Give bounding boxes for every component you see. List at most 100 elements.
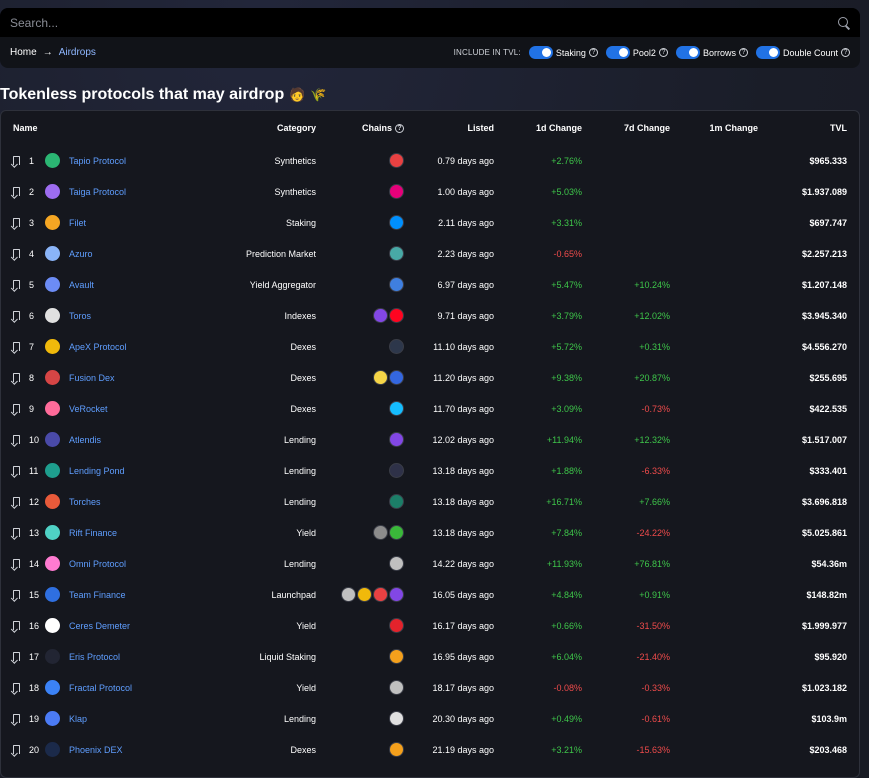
protocol-name-link[interactable]: Ceres Demeter xyxy=(69,620,131,631)
table-row[interactable]: 12 Torches Lending 13.18 days ago +16.71% +7.… xyxy=(1,486,859,517)
switch-icon[interactable] xyxy=(755,46,780,59)
help-icon[interactable]: ? xyxy=(738,48,748,57)
toggle-staking[interactable]: Staking ? xyxy=(528,46,598,59)
switch-icon[interactable] xyxy=(605,46,630,59)
bookmark-icon[interactable] xyxy=(13,187,20,196)
header-category[interactable]: Category xyxy=(276,123,316,133)
bookmark-icon[interactable] xyxy=(13,373,20,382)
chain-icon[interactable] xyxy=(389,587,404,602)
bookmark-icon[interactable] xyxy=(13,311,20,320)
chain-icon[interactable] xyxy=(389,184,404,199)
toggle-double-count[interactable]: Double Count ? xyxy=(755,46,850,59)
table-row[interactable]: 17 Eris Protocol Liquid Staking 16.95 days … xyxy=(1,641,859,672)
bookmark-icon[interactable] xyxy=(13,249,20,258)
protocol-name-link[interactable]: Torches xyxy=(69,496,101,507)
bookmark-icon[interactable] xyxy=(13,745,20,754)
table-row[interactable]: 14 Omni Protocol Lending 14.22 days ago +11.… xyxy=(1,548,859,579)
table-row[interactable]: 1 Tapio Protocol Synthetics 0.79 days ago +2… xyxy=(1,145,859,176)
bookmark-icon[interactable] xyxy=(13,466,20,475)
switch-icon[interactable] xyxy=(675,46,700,59)
header-7d-change[interactable]: 7d Change xyxy=(623,123,670,133)
protocol-name-link[interactable]: Lending Pond xyxy=(69,465,125,476)
table-row[interactable]: 6 Toros Indexes 9.71 days ago +3.79% +12.02% $… xyxy=(1,300,859,331)
protocol-name-link[interactable]: Toros xyxy=(69,310,92,321)
bookmark-icon[interactable] xyxy=(13,404,20,413)
protocol-name-link[interactable]: Team Finance xyxy=(69,589,126,600)
toggle-pool2[interactable]: Pool2 ? xyxy=(605,46,668,59)
chain-icon[interactable] xyxy=(389,215,404,230)
chain-icon[interactable] xyxy=(389,432,404,447)
protocol-name-link[interactable]: Atlendis xyxy=(69,434,102,445)
chain-icon[interactable] xyxy=(389,339,404,354)
bookmark-icon[interactable] xyxy=(13,156,20,165)
protocol-name-link[interactable]: Filet xyxy=(69,217,87,228)
chain-icon[interactable] xyxy=(389,308,404,323)
switch-icon[interactable] xyxy=(528,46,553,59)
bookmark-icon[interactable] xyxy=(13,497,20,506)
chain-icon[interactable] xyxy=(389,618,404,633)
protocol-name-link[interactable]: Tapio Protocol xyxy=(69,155,127,166)
bookmark-icon[interactable] xyxy=(13,652,20,661)
chain-icon[interactable] xyxy=(389,742,404,757)
header-name[interactable]: Name xyxy=(13,123,38,133)
table-row[interactable]: 19 Klap Lending 20.30 days ago +0.49% -0.61% $… xyxy=(1,703,859,734)
table-row[interactable]: 11 Lending Pond Lending 13.18 days ago +1.88… xyxy=(1,455,859,486)
protocol-name-link[interactable]: Omni Protocol xyxy=(69,558,127,569)
header-1m-change[interactable]: 1m Change xyxy=(709,123,758,133)
table-row[interactable]: 15 Team Finance Launchpad 16.05 days ago +4.… xyxy=(1,579,859,610)
help-icon[interactable]: ? xyxy=(395,123,404,133)
help-icon[interactable]: ? xyxy=(658,48,668,57)
help-icon[interactable]: ? xyxy=(588,48,598,57)
table-row[interactable]: 8 Fusion Dex Dexes 11.20 days ago +9.38% +20.… xyxy=(1,362,859,393)
protocol-name-link[interactable]: ApeX Protocol xyxy=(69,341,127,352)
protocol-name-link[interactable]: VeRocket xyxy=(69,403,108,414)
protocol-name-link[interactable]: Phoenix DEX xyxy=(69,744,123,755)
help-icon[interactable]: ? xyxy=(841,48,850,57)
chain-icon[interactable] xyxy=(389,246,404,261)
chain-icon[interactable] xyxy=(373,370,388,385)
toggle-borrows[interactable]: Borrows ? xyxy=(675,46,748,59)
header-chains[interactable]: Chains ? xyxy=(316,123,404,133)
bookmark-icon[interactable] xyxy=(13,342,20,351)
chain-icon[interactable] xyxy=(373,525,388,540)
table-row[interactable]: 4 Azuro Prediction Market 2.23 days ago -0.6… xyxy=(1,238,859,269)
table-row[interactable]: 10 Atlendis Lending 12.02 days ago +11.94% +1… xyxy=(1,424,859,455)
breadcrumb-home[interactable]: Home xyxy=(10,47,37,58)
search-input[interactable] xyxy=(10,15,766,30)
chain-icon[interactable] xyxy=(373,587,388,602)
bookmark-icon[interactable] xyxy=(13,528,20,537)
chain-icon[interactable] xyxy=(357,587,372,602)
table-row[interactable]: 3 Filet Staking 2.11 days ago +3.31% $697.747 xyxy=(1,207,859,238)
table-row[interactable]: 13 Rift Finance Yield 13.18 days ago +7.84% -… xyxy=(1,517,859,548)
table-row[interactable]: 18 Fractal Protocol Yield 18.17 days ago -0.… xyxy=(1,672,859,703)
bookmark-icon[interactable] xyxy=(13,218,20,227)
chain-icon[interactable] xyxy=(389,401,404,416)
bookmark-icon[interactable] xyxy=(13,280,20,289)
chain-icon[interactable] xyxy=(341,587,356,602)
header-1d-change[interactable]: 1d Change xyxy=(535,123,582,133)
chain-icon[interactable] xyxy=(389,711,404,726)
chain-icon[interactable] xyxy=(389,463,404,478)
protocol-name-link[interactable]: Klap xyxy=(69,713,88,724)
chain-icon[interactable] xyxy=(389,680,404,695)
protocol-name-link[interactable]: Fractal Protocol xyxy=(69,682,133,693)
chain-icon[interactable] xyxy=(389,370,404,385)
protocol-name-link[interactable]: Taiga Protocol xyxy=(69,186,127,197)
chain-icon[interactable] xyxy=(389,649,404,664)
breadcrumb-current[interactable]: Airdrops xyxy=(58,47,96,58)
header-listed[interactable]: Listed xyxy=(467,123,494,133)
protocol-name-link[interactable]: Eris Protocol xyxy=(69,651,121,662)
table-row[interactable]: 16 Ceres Demeter Yield 16.17 days ago +0.66%… xyxy=(1,610,859,641)
table-row[interactable]: 2 Taiga Protocol Synthetics 1.00 days ago +5… xyxy=(1,176,859,207)
search-icon[interactable] xyxy=(838,16,850,29)
chain-icon[interactable] xyxy=(389,556,404,571)
chain-icon[interactable] xyxy=(389,153,404,168)
chain-icon[interactable] xyxy=(373,308,388,323)
bookmark-icon[interactable] xyxy=(13,590,20,599)
table-row[interactable]: 9 VeRocket Dexes 11.70 days ago +3.09% -0.73%… xyxy=(1,393,859,424)
table-row[interactable]: 7 ApeX Protocol Dexes 11.10 days ago +5.72% +… xyxy=(1,331,859,362)
protocol-name-link[interactable]: Azuro xyxy=(69,248,93,259)
bookmark-icon[interactable] xyxy=(13,435,20,444)
table-row[interactable]: 20 Phoenix DEX Dexes 21.19 days ago +3.21% -1… xyxy=(1,734,859,765)
chain-icon[interactable] xyxy=(389,277,404,292)
